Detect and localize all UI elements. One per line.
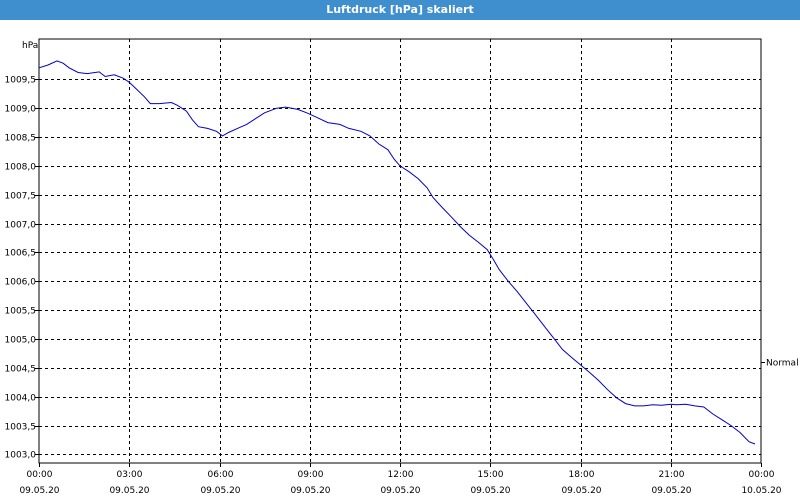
y-tick-label: 1007,5 — [5, 192, 37, 202]
y-tick-label: 1006,0 — [5, 278, 37, 288]
x-tick-date-label: 09.05.20 — [19, 486, 59, 496]
x-tick-time-label: 09:00 — [298, 470, 324, 480]
series-layer — [38, 60, 756, 445]
y-tick-label: 1004,0 — [5, 394, 37, 404]
y-tick-label: 1005,0 — [5, 336, 37, 346]
chart-title: Luftdruck [hPa] skaliert — [0, 0, 800, 20]
y-tick-label: 1003,0 — [5, 451, 37, 461]
x-tick-time-label: 15:00 — [478, 470, 504, 480]
y-tick-label: 1006,5 — [5, 249, 37, 259]
y-tick-label: 1007,0 — [5, 221, 37, 231]
x-tick-time-label: 21:00 — [659, 470, 685, 480]
y-tick-label: 1003,5 — [5, 423, 37, 433]
x-tick-time-label: 03:00 — [117, 470, 143, 480]
x-tick-date-label: 09.05.20 — [651, 486, 691, 496]
x-tick-date-label: 09.05.20 — [380, 486, 420, 496]
y-axis: 1003,0 1003,5 1004,0 1004,5 1005,0 1005,5 1006… — [5, 76, 39, 461]
x-tick-date-label: 10.05.20 — [741, 486, 781, 496]
x-tick-date-label: 09.05.20 — [561, 486, 601, 496]
y-tick-label: 1009,5 — [5, 76, 37, 86]
y-tick-label: 1008,0 — [5, 163, 37, 173]
y-unit-label: hPa — [22, 41, 38, 51]
y-tick-label: 1008,5 — [5, 134, 37, 144]
x-tick-date-label: 09.05.20 — [470, 486, 510, 496]
x-axis: 00:00 09.05.20 03:00 09.05.20 06:00 09.05.20 0… — [19, 463, 782, 496]
y-tick-label: 1005,5 — [5, 307, 37, 317]
x-tick-time-label: 18:00 — [569, 470, 595, 480]
y-tick-label: 1004,5 — [5, 365, 37, 375]
series-line — [38, 60, 756, 445]
legend: Normal — [761, 359, 799, 369]
x-tick-time-label: 06:00 — [208, 470, 234, 480]
x-tick-date-label: 09.05.20 — [109, 486, 149, 496]
legend-label: Normal — [766, 359, 799, 369]
x-tick-time-label: 00:00 — [749, 470, 775, 480]
x-tick-time-label: 12:00 — [388, 470, 414, 480]
x-tick-time-label: 00:00 — [27, 470, 53, 480]
grid-lines — [39, 39, 761, 463]
y-tick-label: 1009,0 — [5, 105, 37, 115]
x-tick-date-label: 09.05.20 — [200, 486, 240, 496]
x-tick-date-label: 09.05.20 — [290, 486, 330, 496]
